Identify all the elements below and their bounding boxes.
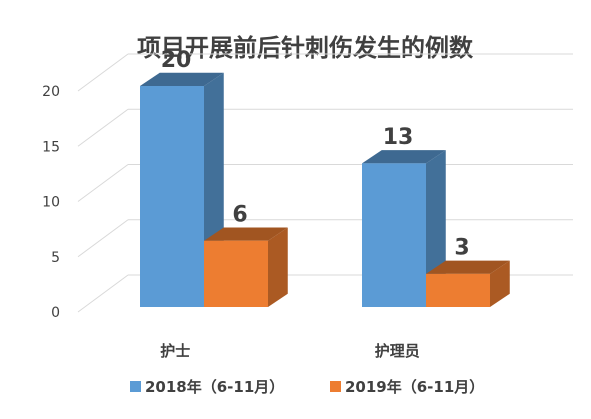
bar-top xyxy=(140,72,224,86)
bar-top xyxy=(426,260,510,274)
y-tick-label: 0 xyxy=(51,305,60,321)
gridline-side xyxy=(77,108,129,147)
bar-front xyxy=(362,163,426,307)
bar xyxy=(362,150,446,307)
bar xyxy=(204,227,288,307)
gridline-side xyxy=(77,219,129,258)
x-axis: 护士 护理员 xyxy=(160,342,420,360)
legend-swatch xyxy=(130,381,141,392)
y-tick-label: 5 xyxy=(51,250,60,266)
legend-label: 2019年（6-11月） xyxy=(345,378,484,396)
bar-side xyxy=(490,260,510,307)
bar-front xyxy=(204,240,268,307)
category-label: 护理员 xyxy=(375,342,420,360)
data-labels: 20 6 13 3 xyxy=(161,48,470,261)
bar-side xyxy=(268,227,288,307)
bar xyxy=(140,72,224,307)
bar-front xyxy=(140,86,204,307)
gridline-side xyxy=(77,53,129,92)
legend: 2018年（6-11月） 2019年（6-11月） xyxy=(130,378,484,396)
y-tick-label: 20 xyxy=(42,84,60,100)
legend-label: 2018年（6-11月） xyxy=(145,378,284,396)
bar-top xyxy=(362,150,446,164)
data-label: 6 xyxy=(232,203,247,228)
bar-front xyxy=(426,273,490,307)
category-label: 护士 xyxy=(160,342,190,360)
data-label: 3 xyxy=(454,236,469,261)
bar xyxy=(426,260,510,307)
data-label: 20 xyxy=(161,48,192,73)
bars xyxy=(140,72,510,307)
legend-swatch xyxy=(330,381,341,392)
data-label: 13 xyxy=(383,125,414,150)
y-tick-label: 15 xyxy=(42,139,60,155)
y-tick-label: 10 xyxy=(42,195,60,211)
chart-title: 项目开展前后针刺伤发生的例数 xyxy=(137,34,474,62)
y-axis: 0 5 10 15 20 xyxy=(42,84,60,321)
bar-top xyxy=(204,227,288,241)
gridline-side xyxy=(77,274,129,313)
gridline-side xyxy=(77,164,129,202)
